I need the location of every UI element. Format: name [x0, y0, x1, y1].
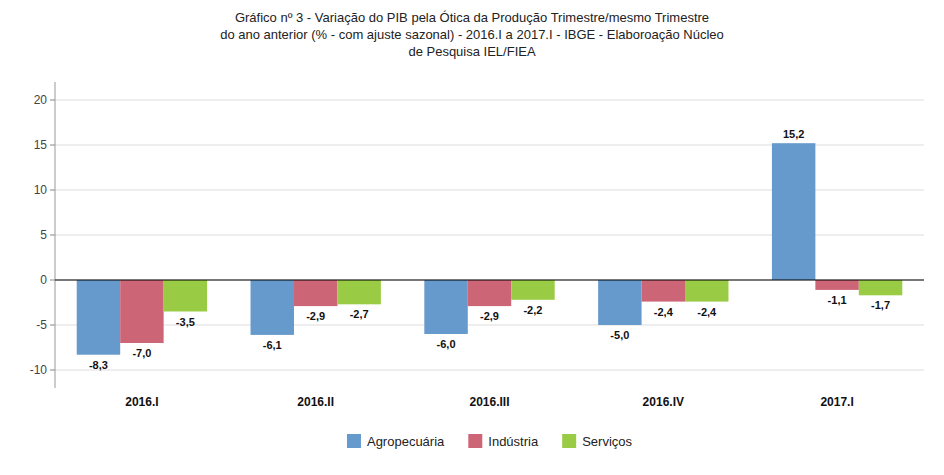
data-label: 15,2: [783, 128, 804, 140]
bar: [772, 143, 815, 280]
y-tick-label: 0: [40, 273, 47, 287]
data-label: -1,7: [871, 299, 890, 311]
bar: [511, 280, 554, 300]
y-tick-label: 15: [34, 138, 48, 152]
bar: [120, 280, 163, 343]
bar: [337, 280, 380, 304]
data-label: -3,5: [176, 316, 195, 328]
data-label: -2,4: [654, 306, 674, 318]
grid: -10 -5 0 5 10 15 20: [30, 93, 924, 377]
data-label: -2,4: [697, 306, 717, 318]
bar: [294, 280, 337, 306]
data-label: -8,3: [89, 359, 108, 371]
chart: Gráfico nº 3 - Variação do PIB pela Ótic…: [0, 0, 944, 475]
y-tick: [50, 325, 55, 326]
data-labels: -8,3 -7,0 -3,5 -6,1 -2,9 -2,7 -6,0 -2,9 -2,2 -5,0…: [89, 128, 890, 371]
data-label: -2,9: [480, 310, 499, 322]
y-tick-label: 10: [34, 183, 48, 197]
bars: [77, 143, 903, 355]
x-tick-label: 2016.IV: [643, 395, 684, 409]
grid-line: [55, 280, 924, 281]
y-tick-label: -10: [30, 363, 48, 377]
y-tick-label: -5: [36, 318, 47, 332]
data-label: -5,0: [610, 329, 629, 341]
x-tick-label: 2016.II: [297, 395, 334, 409]
y-tick: [50, 100, 55, 101]
bar: [859, 280, 902, 295]
bar: [815, 280, 858, 290]
legend-label: Serviços: [582, 434, 632, 449]
y-tick: [50, 235, 55, 236]
grid-line: [55, 100, 924, 101]
bar: [424, 280, 467, 334]
x-tick-label: 2016.III: [469, 395, 509, 409]
bar: [468, 280, 511, 306]
legend-item: Agropecuária: [347, 434, 445, 449]
title: Gráfico nº 3 - Variação do PIB pela Ótic…: [220, 10, 724, 59]
data-label: -6,0: [437, 338, 456, 350]
legend: Agropecuária Indústria Serviços: [347, 434, 633, 449]
data-label: -7,0: [132, 347, 151, 359]
bar: [598, 280, 641, 325]
y-tick: [50, 370, 55, 371]
y-tick-label: 5: [40, 228, 47, 242]
legend-item: Serviços: [562, 434, 632, 449]
grid-line: [55, 370, 924, 371]
y-tick: [50, 280, 55, 281]
y-axis: [55, 82, 56, 388]
data-label: -1,1: [828, 294, 847, 306]
y-tick-label: 20: [34, 93, 48, 107]
bar: [77, 280, 120, 355]
data-label: -6,1: [263, 339, 282, 351]
data-label: -2,9: [306, 310, 325, 322]
data-label: -2,7: [350, 308, 369, 320]
legend-label: Agropecuária: [367, 434, 445, 449]
bar: [642, 280, 685, 302]
legend-label: Indústria: [488, 434, 539, 449]
bar: [164, 280, 207, 312]
data-label: -2,2: [523, 304, 542, 316]
y-tick: [50, 190, 55, 191]
legend-item: Indústria: [468, 434, 539, 449]
legend-swatch: [562, 434, 576, 448]
y-tick: [50, 145, 55, 146]
bar: [685, 280, 728, 302]
bar: [251, 280, 294, 335]
legend-swatch: [347, 434, 361, 448]
x-tick-label: 2017.I: [820, 395, 853, 409]
legend-swatch: [468, 434, 482, 448]
zero-line: [55, 280, 924, 281]
x-tick-label: 2016.I: [125, 395, 158, 409]
